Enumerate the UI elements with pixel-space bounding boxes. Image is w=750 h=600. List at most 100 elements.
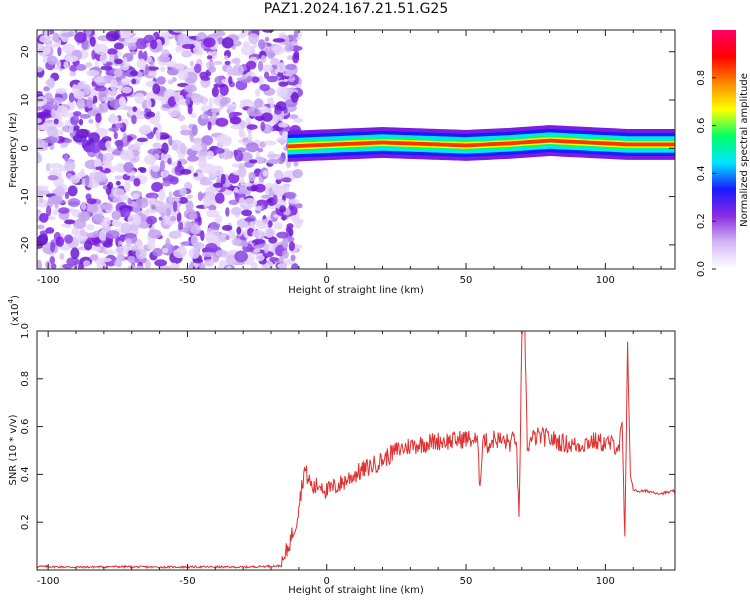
heatmap-noise-blob bbox=[136, 58, 147, 69]
heatmap-noise-blob bbox=[168, 191, 173, 203]
snr-multiplier-close: ) bbox=[10, 295, 21, 299]
heatmap-noise-blob bbox=[284, 191, 297, 199]
heatmap-noise-blob bbox=[202, 96, 207, 106]
heatmap-noise-blob bbox=[286, 55, 294, 61]
heatmap-noise-blob bbox=[64, 160, 76, 172]
heatmap-noise-blob bbox=[224, 55, 229, 61]
heatmap-noise-blob bbox=[228, 230, 236, 239]
heatmap-noise-blob bbox=[158, 216, 163, 221]
heatmap-noise-blob bbox=[116, 253, 122, 264]
heatmap-ytick-label: 10 bbox=[20, 94, 31, 107]
heatmap-noise-blob bbox=[131, 78, 137, 85]
heatmap-noise-blob bbox=[138, 125, 152, 135]
heatmap-noise-blob bbox=[146, 208, 154, 214]
heatmap-noise-blob bbox=[168, 135, 173, 146]
heatmap-noise-blob bbox=[245, 60, 257, 70]
heatmap-noise-blob bbox=[73, 90, 85, 100]
heatmap-noise-blob bbox=[63, 153, 69, 162]
colorbar-tick-label: 0.0 bbox=[696, 261, 707, 277]
heatmap-noise-blob bbox=[258, 75, 264, 88]
heatmap-noise-blob bbox=[81, 137, 87, 146]
heatmap-noise-blob bbox=[179, 187, 187, 196]
heatmap-noise-blob bbox=[101, 96, 115, 102]
heatmap-noise-blob bbox=[210, 107, 222, 113]
heatmap-noise-blob bbox=[280, 177, 292, 183]
heatmap-noise-blob bbox=[86, 232, 99, 238]
heatmap-noise-blob bbox=[261, 112, 273, 122]
heatmap-noise-blob bbox=[288, 75, 295, 83]
heatmap-noise-blob bbox=[158, 188, 166, 201]
heatmap-ytick-label: -20 bbox=[20, 237, 31, 253]
heatmap-noise-blob bbox=[190, 112, 197, 119]
heatmap-noise-blob bbox=[157, 55, 171, 63]
heatmap-noise-blob bbox=[46, 77, 56, 89]
heatmap-noise-blob bbox=[294, 203, 303, 209]
heatmap-noise-blob bbox=[55, 236, 65, 247]
heatmap-noise-blob bbox=[213, 60, 223, 65]
heatmap-noise-blob bbox=[112, 188, 125, 198]
heatmap-noise-blob bbox=[129, 70, 138, 77]
heatmap-noise-blob bbox=[252, 229, 264, 239]
heatmap-noise-blob bbox=[290, 91, 299, 103]
heatmap-noise-blob bbox=[61, 43, 76, 53]
heatmap-noise-blob bbox=[240, 120, 246, 129]
heatmap-noise-blob bbox=[108, 115, 119, 124]
heatmap-noise-blob bbox=[181, 50, 192, 58]
heatmap-noise-blob bbox=[160, 66, 166, 73]
heatmap-noise-blob bbox=[264, 36, 270, 42]
heatmap-noise-blob bbox=[185, 200, 194, 212]
heatmap-noise-blob bbox=[169, 176, 179, 185]
heatmap-noise-blob bbox=[155, 129, 161, 141]
heatmap-noise-blob bbox=[182, 38, 196, 45]
heatmap-noise-blob bbox=[131, 114, 137, 125]
heatmap-noise-blob bbox=[239, 99, 253, 105]
snr-ytick-label: 0.4 bbox=[20, 466, 31, 482]
heatmap-noise-blob bbox=[120, 207, 131, 218]
heatmap-noise-blob bbox=[46, 42, 51, 55]
heatmap-noise-blob bbox=[148, 229, 162, 239]
heatmap-noise-blob bbox=[61, 106, 69, 118]
heatmap-noise-blob bbox=[272, 38, 286, 43]
heatmap-noise-blob bbox=[69, 71, 76, 77]
heatmap-noise-blob bbox=[160, 151, 168, 163]
heatmap-noise-blob bbox=[145, 215, 157, 225]
heatmap-noise-blob bbox=[215, 117, 229, 127]
heatmap-noise-blob bbox=[88, 132, 100, 144]
heatmap-noise-blob bbox=[255, 88, 261, 97]
heatmap-noise-blob bbox=[241, 44, 255, 56]
heatmap-noise-blob bbox=[132, 106, 138, 112]
heatmap-noise-blob bbox=[152, 247, 163, 257]
heatmap-noise-blob bbox=[85, 224, 95, 231]
heatmap-noise-blob bbox=[266, 228, 274, 238]
heatmap-noise-blob bbox=[293, 117, 304, 123]
heatmap-xtick-label: -50 bbox=[179, 275, 195, 286]
snr-series-line bbox=[37, 331, 675, 570]
heatmap-noise-blob bbox=[111, 210, 122, 221]
heatmap-noise-blob bbox=[107, 181, 114, 190]
heatmap-noise-blob bbox=[67, 31, 75, 37]
heatmap-noise-blob bbox=[170, 111, 181, 116]
heatmap-noise-blob bbox=[46, 126, 58, 137]
heatmap-noise-blob bbox=[167, 79, 174, 85]
heatmap-noise-blob bbox=[78, 261, 84, 269]
heatmap-noise-blob bbox=[211, 165, 224, 176]
heatmap-noise-blob bbox=[38, 195, 43, 204]
heatmap-noise-blob bbox=[98, 229, 108, 241]
heatmap-noise-blob bbox=[37, 66, 44, 73]
heatmap-noise-blob bbox=[202, 115, 209, 120]
heatmap-noise-blob bbox=[247, 132, 253, 141]
heatmap-noise-blob bbox=[37, 233, 48, 246]
heatmap-noise-blob bbox=[39, 212, 49, 223]
heatmap-noise-blob bbox=[277, 71, 284, 78]
heatmap-noise-blob bbox=[263, 243, 269, 254]
heatmap-noise-blob bbox=[291, 262, 299, 269]
heatmap-noise-blob bbox=[114, 245, 129, 256]
heatmap-noise-blob bbox=[172, 200, 178, 212]
heatmap-noise-blob bbox=[165, 60, 178, 68]
heatmap-noise-blob bbox=[213, 147, 225, 154]
heatmap-noise-blob bbox=[264, 140, 277, 146]
heatmap-noise-blob bbox=[114, 175, 123, 180]
heatmap-noise-blob bbox=[250, 262, 258, 269]
heatmap-noise-blob bbox=[282, 250, 289, 259]
heatmap-noise-blob bbox=[80, 168, 85, 178]
